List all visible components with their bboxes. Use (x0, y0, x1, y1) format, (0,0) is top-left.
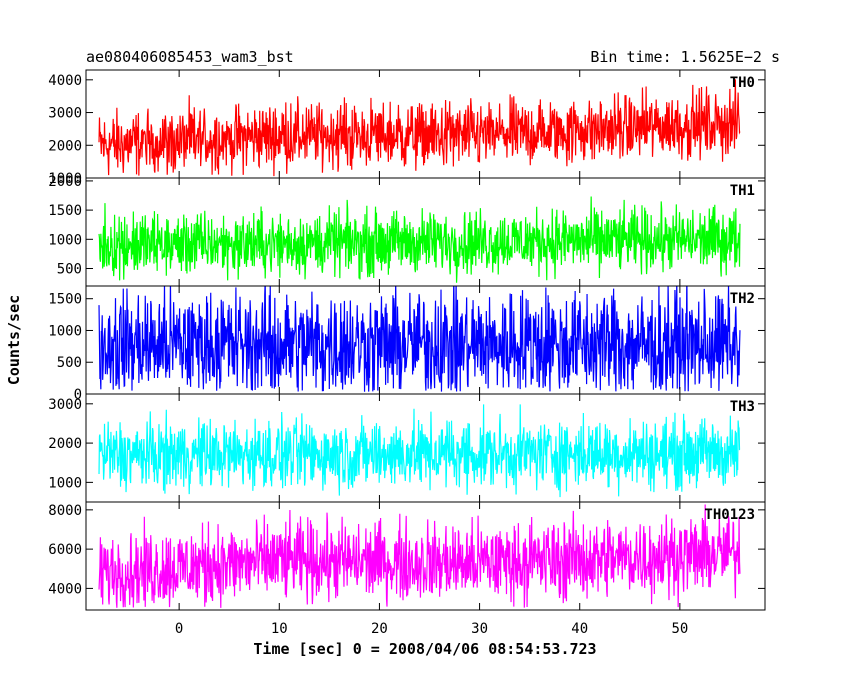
y-tick-label: 500 (57, 261, 82, 277)
y-tick-label: 1000 (48, 232, 82, 248)
x-tick-label: 20 (371, 621, 388, 637)
panel-label: TH1 (730, 183, 755, 199)
series-th1 (98, 196, 741, 283)
panel-label: TH0 (730, 75, 755, 91)
y-tick-label: 3000 (48, 397, 82, 413)
y-tick-label: 4000 (48, 73, 82, 89)
y-tick-label: 3000 (48, 106, 82, 122)
x-tick-label: 0 (175, 621, 183, 637)
y-tick-label: 6000 (48, 542, 82, 558)
x-tick-label: 10 (271, 621, 288, 637)
series-th0 (98, 79, 741, 177)
y-tick-label: 0 (74, 387, 82, 403)
panel-th2: 0 500 1000 1500 TH2 (48, 285, 766, 403)
bin-time-label: Bin time: 1.5625E−2 s (590, 48, 780, 66)
x-axis: 0 10 20 30 40 50 (175, 621, 688, 637)
panel-th0123: 4000 6000 8000 TH0123 (48, 501, 766, 611)
series-th2 (98, 286, 741, 392)
y-tick-label: 500 (57, 355, 82, 371)
chart-title: ae080406085453_wam3_bst (86, 48, 294, 66)
y-tick-label: 1500 (48, 292, 82, 308)
x-tick-label: 50 (671, 621, 688, 637)
panel-th3: 1000 2000 3000 TH3 (48, 393, 766, 503)
y-tick-label: 2000 (48, 174, 82, 190)
x-axis-title: Time [sec] 0 = 2008/04/06 08:54:53.723 (253, 640, 596, 658)
y-tick-label: 1500 (48, 203, 82, 219)
panel-th1: 500 1000 1500 2000 TH1 (48, 174, 766, 287)
x-tick-label: 40 (571, 621, 588, 637)
series-th3 (98, 404, 741, 498)
y-tick-label: 2000 (48, 138, 82, 154)
panel-label: TH3 (730, 399, 755, 415)
series-th0123 (98, 504, 741, 608)
y-tick-label: 8000 (48, 503, 82, 519)
y-axis-title: Counts/sec (5, 295, 23, 385)
y-tick-label: 1000 (48, 171, 82, 187)
y-tick-label: 4000 (48, 581, 82, 597)
panel-label: TH0123 (704, 507, 755, 523)
y-tick-label: 1000 (48, 475, 82, 491)
y-tick-label: 2000 (48, 436, 82, 452)
panel-label: TH2 (730, 291, 755, 307)
y-tick-label: 1000 (48, 323, 82, 339)
panel-frame (85, 501, 766, 611)
x-tick-label: 30 (471, 621, 488, 637)
